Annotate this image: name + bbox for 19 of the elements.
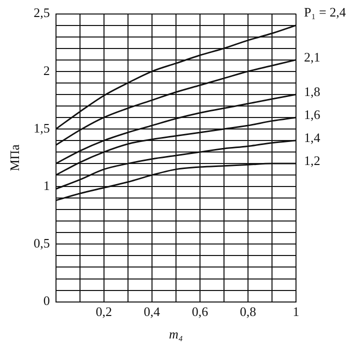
y-tick-label: 1	[43, 178, 50, 194]
y-axis-title: МПа	[7, 144, 22, 172]
series-label: 1,8	[304, 84, 320, 99]
series-label: 1,2	[304, 152, 320, 168]
y-tick-label: 0	[43, 293, 50, 308]
series-label: 1,6	[304, 106, 321, 122]
x-axis-title: m₄	[168, 326, 184, 342]
x-tick-label: 0,2	[96, 304, 112, 320]
x-tick-label: 0,8	[240, 304, 256, 320]
x-tick-label: 0,6	[192, 304, 209, 320]
y-tick-label: 2,5	[34, 5, 50, 20]
y-tick-label: 0,5	[34, 236, 50, 251]
series-label: P₁ = 2,4	[304, 4, 346, 20]
series-label: 2,1	[304, 49, 320, 64]
series-label: 1,4	[304, 130, 321, 145]
y-tick-label: 2	[43, 62, 50, 78]
y-tick-label: 1,5	[34, 120, 50, 136]
x-tick-label: 0,4	[144, 304, 161, 320]
x-tick-label: 1	[292, 304, 300, 320]
